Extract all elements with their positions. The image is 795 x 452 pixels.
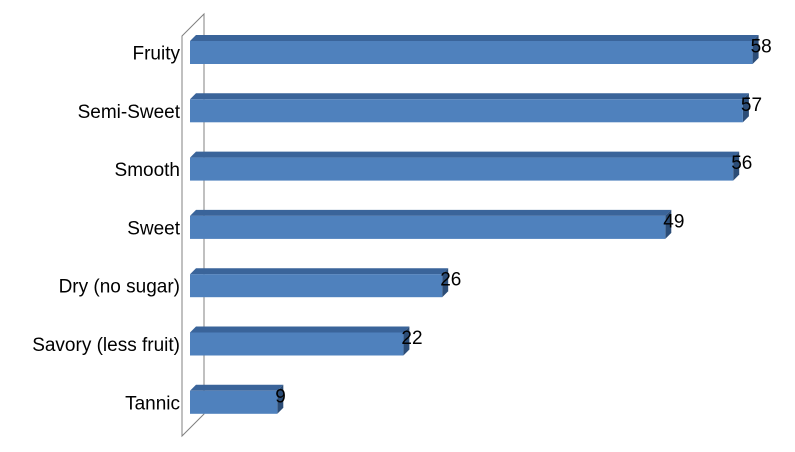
bar-side-face bbox=[742, 93, 749, 123]
value-label: 26 bbox=[440, 270, 461, 291]
bar-top-face bbox=[190, 326, 410, 333]
bar-top-face bbox=[190, 35, 759, 41]
bar-front-face bbox=[190, 215, 666, 239]
category-label: Sweet bbox=[127, 218, 181, 239]
value-label: 56 bbox=[731, 153, 752, 174]
value-label: 22 bbox=[401, 328, 422, 349]
bar-side-face bbox=[665, 209, 672, 239]
bar-side-face bbox=[752, 35, 759, 64]
value-label: 49 bbox=[663, 211, 684, 232]
category-label: Dry (no sugar) bbox=[59, 277, 180, 298]
axis-layer bbox=[181, 12, 205, 438]
bars-layer bbox=[190, 35, 759, 414]
bar-top-face bbox=[190, 268, 449, 275]
bar-6 bbox=[190, 326, 410, 356]
category-label: Fruity bbox=[133, 44, 181, 65]
bar-front-face bbox=[190, 99, 743, 123]
bar-front-face bbox=[190, 274, 443, 298]
bar-front-face bbox=[190, 332, 404, 356]
category-label: Smooth bbox=[115, 160, 180, 181]
bar-side-face bbox=[277, 384, 284, 414]
bar-7 bbox=[190, 384, 284, 414]
category-label: Tannic bbox=[125, 393, 180, 414]
bar-4 bbox=[190, 209, 672, 239]
labels-layer: Fruity 58 Semi-Sweet 57 Smooth 56 Sweet 49 Dry (… bbox=[32, 37, 772, 415]
bar-top-face bbox=[190, 93, 749, 100]
value-label: 57 bbox=[741, 95, 762, 116]
value-label: 58 bbox=[751, 37, 772, 58]
category-label: Semi-Sweet bbox=[78, 102, 181, 123]
bar-front-face bbox=[190, 41, 753, 64]
bar-side-face bbox=[442, 268, 449, 298]
bar-top-face bbox=[190, 151, 740, 158]
bar-3 bbox=[190, 151, 740, 181]
bar-top-face bbox=[190, 209, 672, 216]
value-label: 9 bbox=[275, 386, 286, 407]
bar-1 bbox=[190, 35, 759, 64]
bar-side-face bbox=[733, 151, 740, 181]
bar-front-face bbox=[190, 390, 278, 414]
bar-front-face bbox=[190, 157, 734, 181]
category-label: Savory (less fruit) bbox=[32, 335, 180, 356]
bar-2 bbox=[190, 93, 749, 123]
bar-5 bbox=[190, 268, 449, 298]
bar-side-face bbox=[403, 326, 410, 356]
bar-top-face bbox=[190, 384, 284, 391]
